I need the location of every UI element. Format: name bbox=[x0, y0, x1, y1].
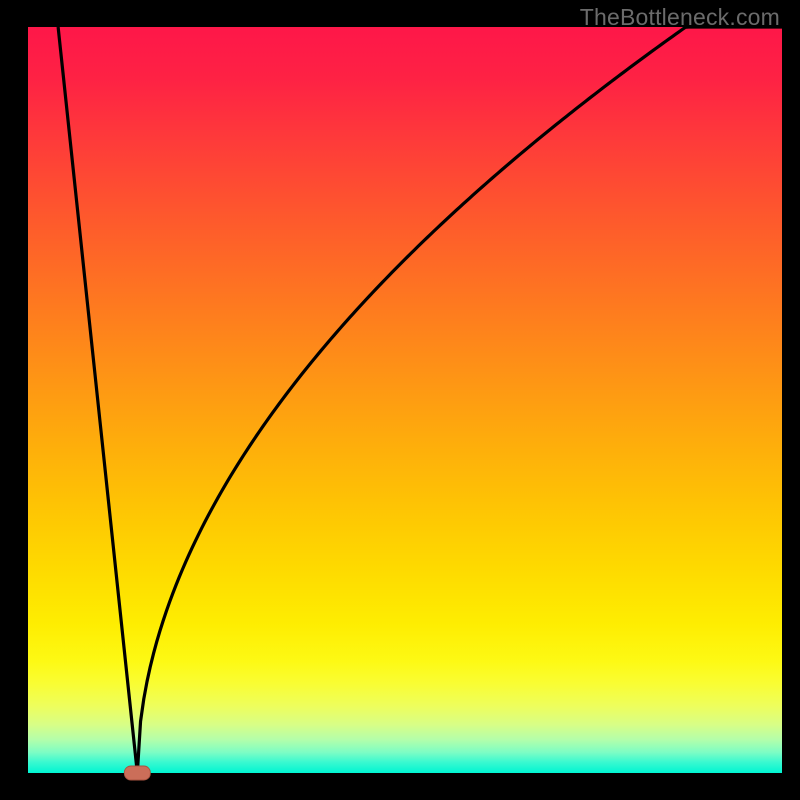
optimal-marker bbox=[124, 766, 150, 780]
watermark-text: TheBottleneck.com bbox=[580, 4, 780, 31]
bottleneck-chart bbox=[0, 0, 800, 800]
plot-background bbox=[28, 27, 782, 773]
